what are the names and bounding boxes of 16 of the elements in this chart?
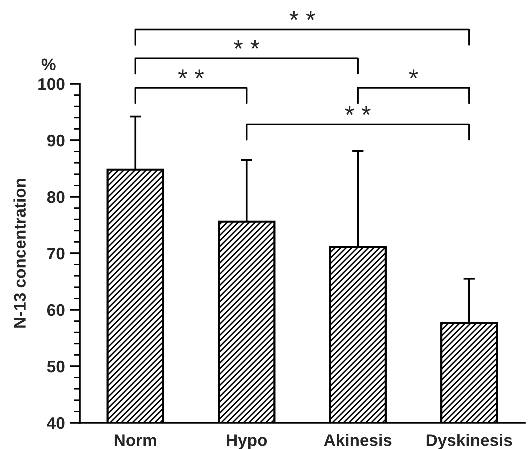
y-tick-label: 40 <box>47 417 65 430</box>
text: * <box>409 70 418 79</box>
x-tick-label: Akinesis <box>324 434 392 446</box>
text: * * <box>178 70 204 79</box>
annotation: * * <box>345 106 371 116</box>
text: * * <box>290 11 316 20</box>
x-tick-label: Norm <box>114 434 156 446</box>
y-tick-label: 60 <box>47 304 65 316</box>
text: % <box>42 58 56 70</box>
y-tick-label: 90 <box>47 134 65 147</box>
y-tick-label: 70 <box>48 248 65 260</box>
text: * * <box>234 40 260 50</box>
y-tick-label: 80 <box>47 191 65 204</box>
y-axis-title: N-13 concentration <box>14 179 26 328</box>
y-tick-label: 100 <box>38 78 65 90</box>
y-tick-label: 50 <box>47 360 65 373</box>
